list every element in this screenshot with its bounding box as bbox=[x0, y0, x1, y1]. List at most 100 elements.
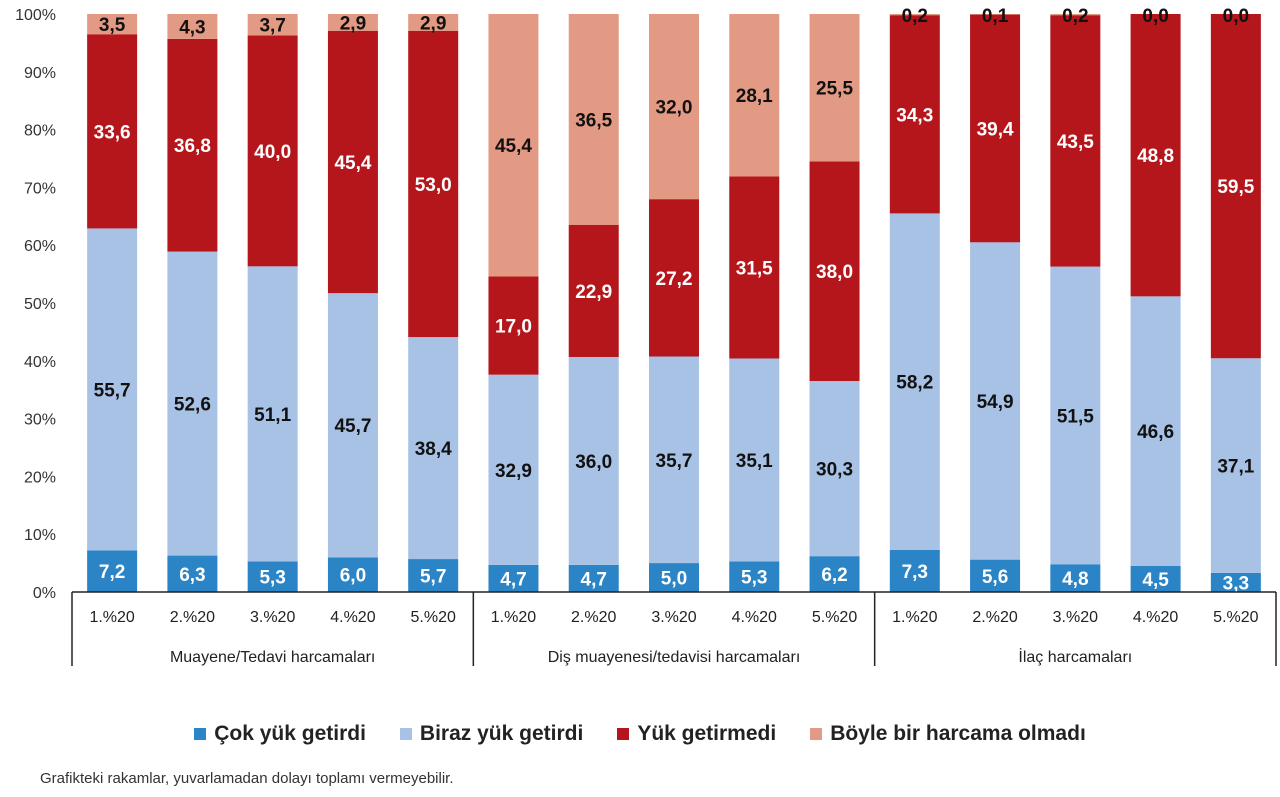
x-tick-label: 1.%20 bbox=[491, 609, 536, 626]
x-tick-label: 3.%20 bbox=[250, 609, 295, 626]
bar-segment bbox=[970, 14, 1021, 15]
bar-segment bbox=[408, 337, 459, 560]
bar-segment bbox=[87, 550, 138, 592]
data-label: 36,0 bbox=[575, 452, 612, 473]
data-label: 35,7 bbox=[656, 451, 693, 472]
bar-segment bbox=[649, 356, 699, 564]
bar-segment bbox=[889, 549, 940, 592]
legend-label: Yük getirmedi bbox=[637, 722, 777, 745]
stacked-bar-chart: 0% 10% 20% 30% 40% 50% 60% 70% 80% 90% 100% 7,2 55,7… bbox=[15, 6, 1277, 666]
bar-segment bbox=[1050, 564, 1101, 592]
bar-segment bbox=[167, 555, 218, 592]
bar-segment bbox=[970, 242, 1021, 560]
data-label: 2,9 bbox=[340, 13, 366, 34]
data-label: 38,4 bbox=[415, 439, 452, 460]
data-label: 5,3 bbox=[259, 568, 285, 589]
bar-segment bbox=[649, 563, 699, 592]
data-label: 58,2 bbox=[896, 373, 933, 394]
data-label: 52,6 bbox=[174, 395, 211, 416]
bar-segment bbox=[408, 30, 459, 338]
data-label: 3,3 bbox=[1223, 573, 1249, 594]
x-tick-label: 4.%20 bbox=[1133, 609, 1178, 626]
data-label: 36,5 bbox=[575, 110, 612, 131]
bar-segment bbox=[1210, 14, 1261, 359]
bar-segment bbox=[408, 14, 459, 31]
data-label: 5,6 bbox=[982, 567, 1008, 588]
bar-segment bbox=[87, 228, 138, 551]
data-label: 5,7 bbox=[420, 567, 446, 588]
bar-segment bbox=[729, 561, 780, 592]
data-label: 36,8 bbox=[174, 136, 211, 157]
data-label: 45,7 bbox=[334, 416, 371, 437]
data-label: 38,0 bbox=[816, 262, 853, 283]
data-label: 0,0 bbox=[1223, 6, 1249, 27]
x-tick-label: 4.%20 bbox=[732, 609, 777, 626]
data-label: 6,3 bbox=[179, 565, 205, 586]
y-tick-label: 80% bbox=[24, 123, 56, 140]
group-label: Diş muayenesi/tedavisi harcamaları bbox=[548, 649, 801, 666]
bar-segment bbox=[1050, 266, 1101, 565]
data-label: 39,4 bbox=[977, 119, 1014, 140]
bar-segment bbox=[889, 15, 940, 214]
legend-label: Böyle bir harcama olmadı bbox=[830, 722, 1086, 745]
y-tick-label: 0% bbox=[33, 585, 56, 602]
group-label: Muayene/Tedavi harcamaları bbox=[170, 649, 375, 666]
legend-swatch bbox=[810, 728, 823, 740]
bar-segment bbox=[327, 14, 378, 31]
data-label: 25,5 bbox=[816, 79, 853, 100]
legend-label: Çok yük getirdi bbox=[214, 722, 366, 745]
footnote: Grafikteki rakamlar, yuvarlamadan dolayı… bbox=[40, 770, 454, 787]
data-label: 54,9 bbox=[977, 392, 1014, 413]
y-tick-label: 40% bbox=[24, 354, 56, 371]
bar-segment bbox=[809, 14, 860, 162]
bar-segment bbox=[568, 224, 619, 357]
data-label: 32,9 bbox=[495, 461, 532, 482]
bar-segment bbox=[488, 276, 539, 375]
data-label: 6,0 bbox=[340, 566, 366, 587]
data-label: 0,2 bbox=[902, 6, 928, 27]
data-label: 37,1 bbox=[1217, 457, 1254, 478]
data-label: 4,7 bbox=[581, 569, 607, 590]
bar-segment bbox=[970, 14, 1021, 243]
x-tick-label: 5.%20 bbox=[411, 609, 456, 626]
y-tick-label: 90% bbox=[24, 65, 56, 82]
bar-segment bbox=[247, 561, 298, 592]
legend-item-harcama-olmadi: Böyle bir harcama olmadı bbox=[810, 722, 1086, 746]
legend-swatch bbox=[194, 728, 207, 740]
data-label: 5,3 bbox=[741, 568, 767, 589]
data-label: 48,8 bbox=[1137, 146, 1174, 167]
bar-segment bbox=[649, 199, 699, 357]
bar-segment bbox=[889, 213, 940, 550]
bar-segment bbox=[488, 374, 539, 565]
bar-segment bbox=[889, 14, 940, 16]
x-tick-label: 3.%20 bbox=[1053, 609, 1098, 626]
data-label: 3,5 bbox=[99, 15, 126, 36]
x-tick-label: 5.%20 bbox=[812, 609, 857, 626]
data-label: 0,0 bbox=[1142, 6, 1168, 27]
bar-segment bbox=[247, 35, 298, 267]
bar-segment bbox=[87, 14, 138, 35]
data-label: 7,2 bbox=[99, 562, 125, 583]
bar-segment bbox=[87, 34, 138, 229]
bar-segment bbox=[1130, 565, 1181, 592]
data-label: 6,2 bbox=[821, 565, 847, 586]
legend-swatch bbox=[617, 728, 630, 740]
data-label: 0,2 bbox=[1062, 6, 1088, 27]
legend: Çok yük getirdi Biraz yük getirdi Yük ge… bbox=[0, 722, 1280, 746]
data-label: 55,7 bbox=[94, 380, 131, 401]
bar-segment bbox=[1210, 572, 1261, 592]
bar-segment bbox=[1130, 296, 1181, 566]
data-label: 46,6 bbox=[1137, 422, 1174, 443]
data-label: 51,5 bbox=[1057, 406, 1094, 427]
bar-segment bbox=[247, 14, 298, 36]
data-label: 0,1 bbox=[982, 6, 1009, 27]
data-label: 45,4 bbox=[495, 136, 532, 157]
data-label: 40,0 bbox=[254, 142, 291, 163]
legend-item-yuk-getirmedi: Yük getirmedi bbox=[617, 722, 776, 746]
bar-segment bbox=[327, 557, 378, 592]
bar-segment bbox=[408, 559, 459, 592]
legend-item-biraz-yuk: Biraz yük getirdi bbox=[399, 722, 583, 746]
y-tick-label: 100% bbox=[15, 7, 56, 24]
data-label: 3,7 bbox=[259, 16, 285, 37]
data-label: 53,0 bbox=[415, 175, 452, 196]
